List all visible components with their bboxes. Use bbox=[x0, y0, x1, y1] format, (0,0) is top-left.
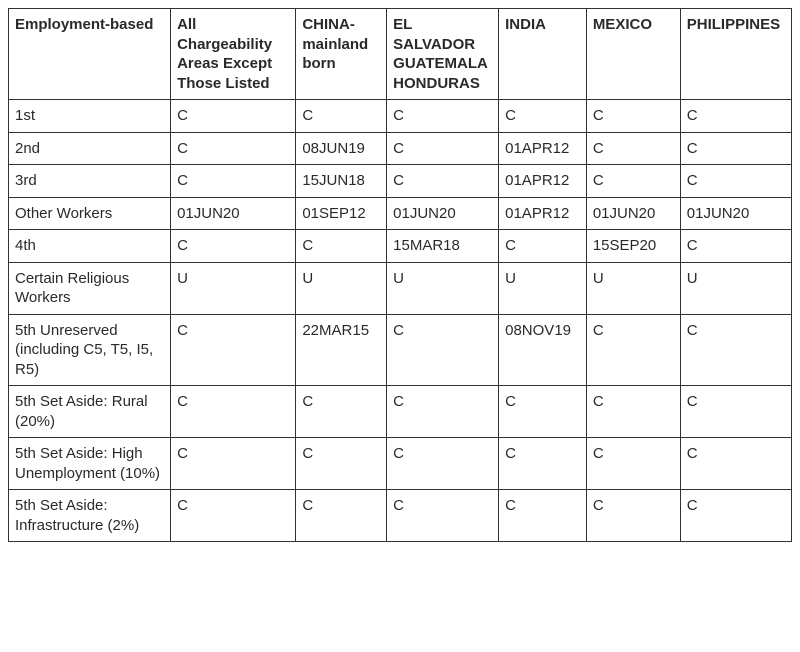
cell: 01SEP12 bbox=[296, 197, 387, 230]
cell: C bbox=[296, 438, 387, 490]
table-row: 5th Set Aside: Infrastructure (2%) C C C… bbox=[9, 490, 792, 542]
row-label: 5th Set Aside: Infrastructure (2%) bbox=[9, 490, 171, 542]
cell: 01APR12 bbox=[499, 197, 587, 230]
row-label: 5th Set Aside: Rural (20%) bbox=[9, 386, 171, 438]
cell: 01APR12 bbox=[499, 132, 587, 165]
table-row: 3rd C 15JUN18 C 01APR12 C C bbox=[9, 165, 792, 198]
cell: C bbox=[171, 386, 296, 438]
cell: 15JUN18 bbox=[296, 165, 387, 198]
cell: C bbox=[387, 438, 499, 490]
cell: C bbox=[296, 100, 387, 133]
cell: C bbox=[171, 438, 296, 490]
table-row: 4th C C 15MAR18 C 15SEP20 C bbox=[9, 230, 792, 263]
cell: C bbox=[586, 100, 680, 133]
table-row: 5th Set Aside: Rural (20%) C C C C C C bbox=[9, 386, 792, 438]
cell: 01JUN20 bbox=[387, 197, 499, 230]
cell: 01JUN20 bbox=[586, 197, 680, 230]
row-label: 1st bbox=[9, 100, 171, 133]
row-label: 5th Unreserved (including C5, T5, I5, R5… bbox=[9, 314, 171, 386]
cell: 15SEP20 bbox=[586, 230, 680, 263]
cell: U bbox=[171, 262, 296, 314]
col-header-all-chargeability: All Chargeability Areas Except Those Lis… bbox=[171, 9, 296, 100]
cell: 01JUN20 bbox=[680, 197, 791, 230]
cell: C bbox=[296, 490, 387, 542]
cell: U bbox=[296, 262, 387, 314]
cell: C bbox=[387, 490, 499, 542]
cell: C bbox=[499, 100, 587, 133]
cell: 08NOV19 bbox=[499, 314, 587, 386]
row-label: Certain Religious Workers bbox=[9, 262, 171, 314]
row-label: 5th Set Aside: High Unemployment (10%) bbox=[9, 438, 171, 490]
cell: C bbox=[680, 230, 791, 263]
col-header-category: Employment-based bbox=[9, 9, 171, 100]
cell: C bbox=[171, 490, 296, 542]
table-body: 1st C C C C C C 2nd C 08JUN19 C 01APR12 … bbox=[9, 100, 792, 542]
cell: 15MAR18 bbox=[387, 230, 499, 263]
cell: C bbox=[171, 230, 296, 263]
table-row: 2nd C 08JUN19 C 01APR12 C C bbox=[9, 132, 792, 165]
row-label: 4th bbox=[9, 230, 171, 263]
cell: C bbox=[680, 165, 791, 198]
cell: C bbox=[499, 490, 587, 542]
cell: C bbox=[586, 386, 680, 438]
cell: C bbox=[499, 386, 587, 438]
cell: C bbox=[680, 490, 791, 542]
col-header-philippines: PHILIPPINES bbox=[680, 9, 791, 100]
col-header-mexico: MEXICO bbox=[586, 9, 680, 100]
row-label: 2nd bbox=[9, 132, 171, 165]
cell: 08JUN19 bbox=[296, 132, 387, 165]
cell: C bbox=[387, 100, 499, 133]
cell: C bbox=[171, 132, 296, 165]
cell: C bbox=[586, 132, 680, 165]
cell: C bbox=[296, 230, 387, 263]
cell: C bbox=[387, 132, 499, 165]
cell: C bbox=[296, 386, 387, 438]
cell: C bbox=[387, 314, 499, 386]
cell: 22MAR15 bbox=[296, 314, 387, 386]
cell: C bbox=[499, 438, 587, 490]
cell: C bbox=[171, 165, 296, 198]
col-header-india: INDIA bbox=[499, 9, 587, 100]
cell: 01JUN20 bbox=[171, 197, 296, 230]
table-row: 5th Set Aside: High Unemployment (10%) C… bbox=[9, 438, 792, 490]
cell: U bbox=[586, 262, 680, 314]
cell: C bbox=[171, 314, 296, 386]
row-label: Other Workers bbox=[9, 197, 171, 230]
cell: 01APR12 bbox=[499, 165, 587, 198]
cell: C bbox=[680, 438, 791, 490]
cell: C bbox=[586, 490, 680, 542]
cell: C bbox=[680, 314, 791, 386]
cell: C bbox=[586, 314, 680, 386]
table-row: Other Workers 01JUN20 01SEP12 01JUN20 01… bbox=[9, 197, 792, 230]
cell: C bbox=[171, 100, 296, 133]
table-row: 5th Unreserved (including C5, T5, I5, R5… bbox=[9, 314, 792, 386]
cell: U bbox=[499, 262, 587, 314]
cell: C bbox=[680, 386, 791, 438]
cell: C bbox=[586, 165, 680, 198]
table-row: Certain Religious Workers U U U U U U bbox=[9, 262, 792, 314]
cell: C bbox=[586, 438, 680, 490]
cell: C bbox=[680, 132, 791, 165]
cell: C bbox=[387, 386, 499, 438]
col-header-china: CHINA-mainland born bbox=[296, 9, 387, 100]
cell: C bbox=[387, 165, 499, 198]
col-header-el-salvador: EL SALVADOR GUATEMALA HONDURAS bbox=[387, 9, 499, 100]
cell: U bbox=[387, 262, 499, 314]
cell: C bbox=[680, 100, 791, 133]
table-row: 1st C C C C C C bbox=[9, 100, 792, 133]
row-label: 3rd bbox=[9, 165, 171, 198]
table-header-row: Employment-based All Chargeability Areas… bbox=[9, 9, 792, 100]
cell: U bbox=[680, 262, 791, 314]
cell: C bbox=[499, 230, 587, 263]
employment-based-table: Employment-based All Chargeability Areas… bbox=[8, 8, 792, 542]
